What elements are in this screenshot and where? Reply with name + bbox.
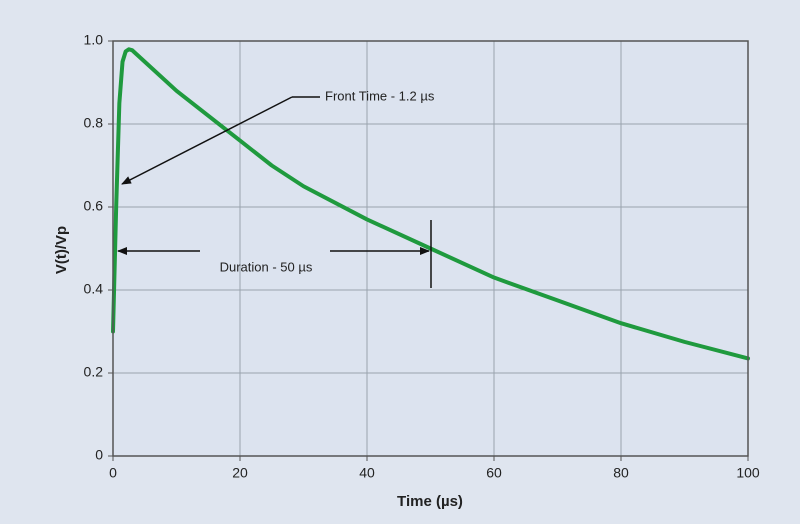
x-tick-label: 60 [486, 465, 502, 481]
y-tick-label: 1.0 [84, 32, 104, 48]
y-tick-label: 0 [95, 447, 103, 463]
plot-frame [112, 40, 749, 457]
y-tick-label: 0.2 [84, 364, 104, 380]
x-tick-label: 20 [232, 465, 248, 481]
line [111, 47, 750, 361]
y-tick-label: 0.6 [84, 198, 104, 214]
x-axis-label: Time (µs) [397, 493, 463, 510]
front-time-arrow [121, 96, 293, 185]
annotation: Duration - 50 µs [220, 259, 313, 274]
x-tick-label: 80 [613, 465, 629, 481]
x-tick-label: 100 [736, 465, 760, 481]
x-tick-label: 0 [109, 465, 117, 481]
annotation: Front Time - 1.2 µs [325, 88, 435, 103]
y-tick-label: 0.4 [84, 281, 104, 297]
plot [111, 47, 750, 361]
y-tick-label: 0.8 [84, 115, 104, 131]
x-tick-label: 40 [359, 465, 375, 481]
y-axis-label: V(t)/Vp [53, 226, 70, 274]
